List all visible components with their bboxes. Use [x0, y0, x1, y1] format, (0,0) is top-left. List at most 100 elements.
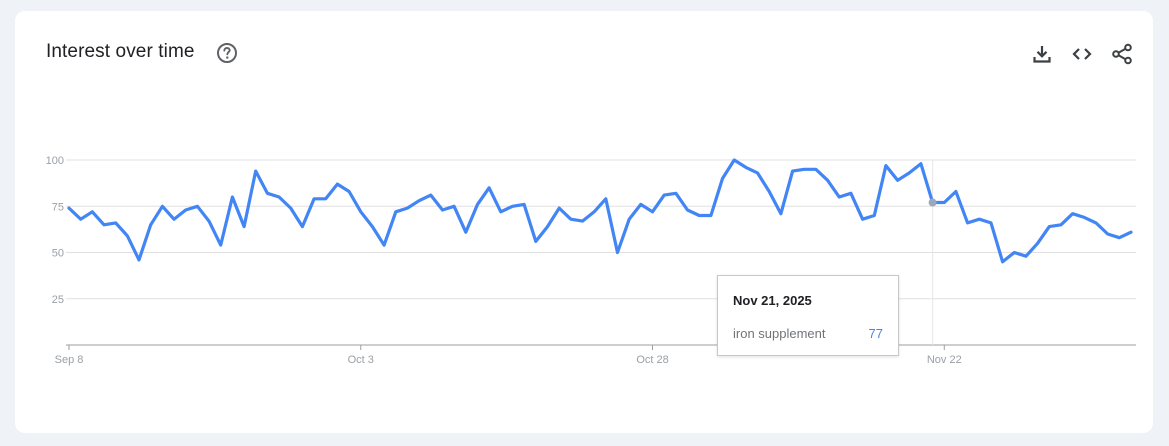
- data-point: [487, 186, 491, 190]
- data-point: [405, 206, 409, 210]
- data-point: [149, 223, 153, 227]
- data-point: [896, 178, 900, 182]
- x-tick-label: Sep 8: [55, 354, 84, 366]
- data-point: [557, 206, 561, 210]
- data-point: [954, 189, 958, 193]
- data-point: [580, 219, 584, 223]
- y-tick-label: 50: [52, 248, 64, 260]
- embed-icon[interactable]: [1070, 42, 1094, 66]
- data-point: [429, 193, 433, 197]
- data-point: [510, 204, 514, 208]
- data-point: [499, 210, 503, 214]
- data-point: [966, 221, 970, 225]
- data-point: [1012, 251, 1016, 255]
- download-icon[interactable]: [1030, 42, 1054, 66]
- data-point: [382, 243, 386, 247]
- data-point: [79, 217, 83, 221]
- data-point: [744, 165, 748, 169]
- help-icon[interactable]: [216, 42, 238, 64]
- data-point: [265, 191, 269, 195]
- data-point: [312, 197, 316, 201]
- data-point: [195, 204, 199, 208]
- data-point: [102, 223, 106, 227]
- data-point: [1047, 225, 1051, 229]
- data-point: [1106, 232, 1110, 236]
- data-point: [534, 239, 538, 243]
- data-point: [919, 162, 923, 166]
- data-point: [569, 217, 573, 221]
- card-title: Interest over time: [46, 41, 195, 62]
- data-point: [721, 177, 725, 181]
- data-point: [849, 191, 853, 195]
- data-point: [1071, 212, 1075, 216]
- data-point: [756, 171, 760, 175]
- data-point: [651, 210, 655, 214]
- data-point: [674, 191, 678, 195]
- data-point: [884, 164, 888, 168]
- data-point: [1094, 221, 1098, 225]
- data-point: [184, 208, 188, 212]
- data-point: [417, 199, 421, 203]
- data-point: [219, 243, 223, 247]
- data-point: [592, 210, 596, 214]
- data-point: [861, 217, 865, 221]
- highlight-point: [928, 198, 937, 207]
- data-point: [802, 167, 806, 171]
- tooltip-term: iron supplement: [733, 326, 826, 341]
- data-point: [67, 206, 71, 210]
- data-point: [1001, 260, 1005, 264]
- x-tick-label: Nov 22: [927, 354, 962, 366]
- series-line-iron-supplement: [67, 158, 1133, 264]
- data-point: [1117, 236, 1121, 240]
- data-point: [370, 225, 374, 229]
- tooltip-value: 77: [868, 326, 883, 341]
- data-point: [907, 171, 911, 175]
- data-point: [522, 202, 526, 206]
- data-point: [324, 197, 328, 201]
- data-point: [440, 208, 444, 212]
- data-point: [616, 251, 620, 255]
- data-point: [475, 202, 479, 206]
- data-point: [464, 230, 468, 234]
- data-point: [1036, 241, 1040, 245]
- data-point: [686, 208, 690, 212]
- tooltip-date: Nov 21, 2025: [733, 293, 812, 308]
- data-point: [662, 193, 666, 197]
- data-point: [172, 217, 176, 221]
- y-tick-label: 75: [52, 201, 64, 213]
- data-point: [359, 210, 363, 214]
- data-point: [137, 258, 141, 262]
- data-point: [125, 234, 129, 238]
- data-point: [977, 217, 981, 221]
- data-point: [254, 169, 258, 173]
- data-point: [347, 189, 351, 193]
- y-tick-label: 25: [52, 294, 64, 306]
- data-point: [452, 204, 456, 208]
- data-point: [826, 178, 830, 182]
- data-tooltip: Nov 21, 2025 iron supplement 77: [717, 275, 899, 356]
- y-tick-label: 100: [46, 155, 64, 167]
- data-point: [230, 195, 234, 199]
- data-point: [289, 206, 293, 210]
- data-point: [335, 182, 339, 186]
- share-icon[interactable]: [1110, 42, 1134, 66]
- data-point: [639, 202, 643, 206]
- data-point: [242, 225, 246, 229]
- data-point: [300, 225, 304, 229]
- data-point: [814, 167, 818, 171]
- x-tick-label: Oct 3: [348, 354, 374, 366]
- data-point: [1059, 223, 1063, 227]
- line-chart: 25 50 75 100 Sep 8 Oct 3 Oct 28 Nov 22: [46, 155, 1136, 366]
- data-point: [989, 221, 993, 225]
- data-point: [1082, 215, 1086, 219]
- data-point: [277, 195, 281, 199]
- data-point: [545, 225, 549, 229]
- x-tick-label: Oct 28: [636, 354, 668, 366]
- data-point: [160, 204, 164, 208]
- data-point: [627, 217, 631, 221]
- data-point: [604, 197, 608, 201]
- data-point: [791, 169, 795, 173]
- data-point: [837, 195, 841, 199]
- data-point: [1024, 254, 1028, 258]
- data-point: [394, 210, 398, 214]
